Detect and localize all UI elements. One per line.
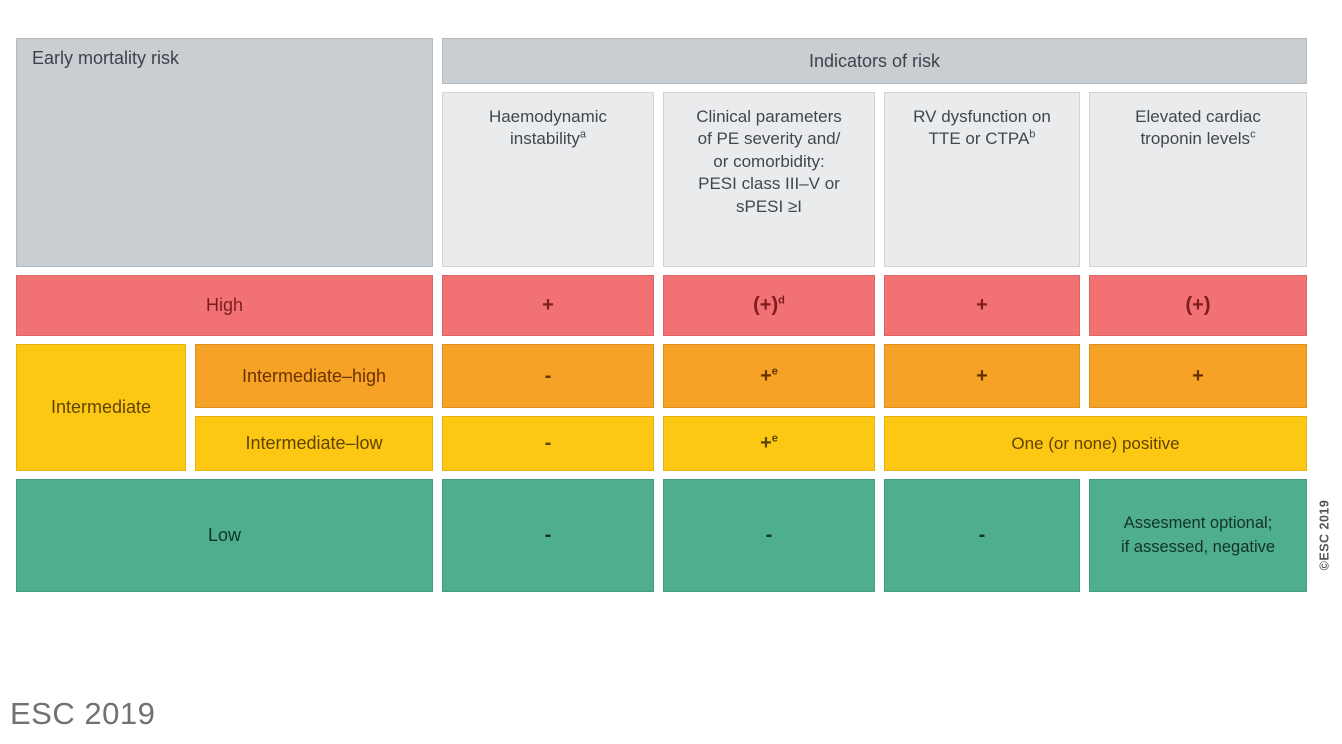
cell-low-clinical: - bbox=[663, 479, 875, 592]
row-label-text: Intermediate–high bbox=[241, 365, 387, 386]
risk-stratification-table: Early mortality risk Indicators of risk … bbox=[16, 38, 1307, 592]
cell-value-text: - bbox=[765, 524, 773, 546]
cell-value: (+) bbox=[1186, 294, 1211, 317]
column-header-body: Clinical parameters of PE severity and/ … bbox=[696, 107, 842, 216]
corner-header-label: Early mortality risk bbox=[32, 48, 180, 68]
cell-value: + bbox=[1192, 365, 1204, 388]
cell-low-rv-dysfunction: - bbox=[884, 479, 1080, 592]
cell-intermediate-high-clinical: +e bbox=[663, 344, 875, 408]
column-header-clinical-parameters: Clinical parameters of PE severity and/ … bbox=[663, 92, 875, 267]
cell-value-text: (+) bbox=[1185, 294, 1211, 316]
row-label-intermediate-low: Intermediate–low bbox=[195, 416, 433, 471]
cell-intermediate-high-rv-dysfunction: + bbox=[884, 344, 1080, 408]
cell-value-text: - bbox=[544, 524, 552, 546]
esc-copyright-vertical: ©ESC 2019 bbox=[1312, 477, 1336, 593]
column-header-body: Haemodynamic instability bbox=[488, 107, 608, 149]
cell-intermediate-low-one-or-none-positive: One (or none) positive bbox=[884, 416, 1307, 471]
cell-value: - bbox=[979, 524, 986, 547]
cell-value-text: One (or none) positive bbox=[1011, 433, 1180, 453]
cell-high-haemodynamic: + bbox=[442, 275, 654, 336]
cell-value: +e bbox=[760, 432, 778, 455]
footnote-sup: d bbox=[778, 294, 785, 307]
row-label-intermediate: Intermediate bbox=[16, 344, 186, 471]
row-label-intermediate-high: Intermediate–high bbox=[195, 344, 433, 408]
row-label-text: High bbox=[205, 295, 244, 315]
column-header-body: RV dysfunction on TTE or CTPA bbox=[913, 107, 1051, 149]
group-header-label: Indicators of risk bbox=[808, 50, 941, 71]
esc-copyright-text: ©ESC 2019 bbox=[1317, 499, 1332, 571]
cell-intermediate-low-clinical: +e bbox=[663, 416, 875, 471]
cell-value: + bbox=[976, 294, 988, 317]
cell-value: - bbox=[545, 432, 552, 455]
cell-low-assessment-note: Assesment optional; if assessed, negativ… bbox=[1089, 479, 1307, 592]
cell-value-text: + bbox=[1192, 364, 1204, 387]
cell-value: - bbox=[545, 365, 552, 388]
footer-text: ESC 2019 bbox=[10, 696, 156, 731]
cell-value-text: + bbox=[976, 364, 988, 387]
cell-value-text: (+) bbox=[753, 294, 779, 316]
cell-value: + bbox=[976, 365, 988, 388]
corner-header-early-mortality-risk: Early mortality risk bbox=[16, 38, 433, 267]
cell-high-troponin: (+) bbox=[1089, 275, 1307, 336]
footer-esc-2019: ESC 2019 bbox=[10, 696, 155, 732]
cell-high-clinical: (+)d bbox=[663, 275, 875, 336]
cell-value: +e bbox=[760, 365, 778, 388]
column-header-text: Elevated cardiac troponin levelsc bbox=[1135, 106, 1261, 151]
footnote-sup: c bbox=[1250, 128, 1256, 141]
cell-value-text: - bbox=[978, 524, 986, 546]
footnote-sup: e bbox=[771, 432, 778, 445]
footnote-sup: e bbox=[771, 364, 778, 377]
cell-value-text: + bbox=[760, 364, 772, 387]
row-label-high: High bbox=[16, 275, 433, 336]
column-header-text: Haemodynamic instabilitya bbox=[489, 106, 607, 151]
row-label-text: Intermediate–low bbox=[245, 433, 383, 453]
footnote-sup: b bbox=[1029, 128, 1036, 141]
cell-value: - bbox=[545, 524, 552, 547]
column-header-text: Clinical parameters of PE severity and/ … bbox=[696, 106, 842, 218]
cell-intermediate-high-haemodynamic: - bbox=[442, 344, 654, 408]
cell-value: + bbox=[542, 294, 554, 317]
column-header-body: Elevated cardiac troponin levels bbox=[1135, 107, 1261, 149]
cell-value-text: - bbox=[544, 432, 552, 454]
row-label-text: Low bbox=[207, 525, 242, 545]
column-header-haemodynamic-instability: Haemodynamic instabilitya bbox=[442, 92, 654, 267]
cell-value-text: + bbox=[542, 294, 554, 316]
cell-value-text: Assesment optional; if assessed, negativ… bbox=[1120, 513, 1276, 556]
footnote-sup: a bbox=[579, 128, 587, 141]
group-header-indicators-of-risk: Indicators of risk bbox=[442, 38, 1307, 84]
cell-value: - bbox=[766, 524, 773, 547]
row-label-low: Low bbox=[16, 479, 433, 592]
column-header-text: RV dysfunction on TTE or CTPAb bbox=[913, 106, 1051, 151]
column-header-rv-dysfunction: RV dysfunction on TTE or CTPAb bbox=[884, 92, 1080, 267]
row-label-text: Intermediate bbox=[50, 397, 152, 417]
cell-value: (+)d bbox=[753, 294, 785, 317]
cell-high-rv-dysfunction: + bbox=[884, 275, 1080, 336]
cell-low-haemodynamic: - bbox=[442, 479, 654, 592]
cell-value-text: - bbox=[544, 364, 552, 387]
cell-value-text: + bbox=[976, 294, 988, 316]
cell-intermediate-high-troponin: + bbox=[1089, 344, 1307, 408]
cell-intermediate-low-haemodynamic: - bbox=[442, 416, 654, 471]
column-header-cardiac-troponin: Elevated cardiac troponin levelsc bbox=[1089, 92, 1307, 267]
cell-value-text: + bbox=[760, 432, 772, 454]
